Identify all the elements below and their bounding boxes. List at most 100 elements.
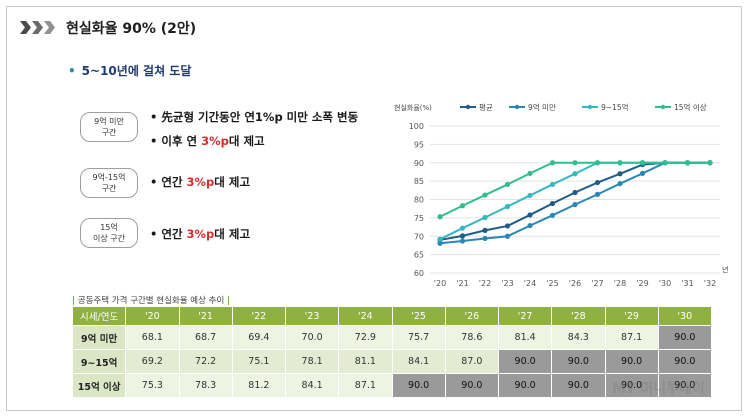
- table-header-cell: '27: [497, 306, 553, 326]
- table-header-cell: '22: [231, 306, 287, 326]
- table-cell: 72.2: [178, 349, 233, 374]
- line-text: 이후 연: [161, 134, 202, 148]
- page-title: 현실화율 90% (2안): [66, 21, 197, 37]
- bullet-dot-icon: •: [68, 64, 76, 78]
- legend-marker: [514, 104, 520, 110]
- tag-over-15: 15억 이상 구간: [80, 218, 138, 248]
- watermark: MT 머니투데이: [612, 381, 705, 397]
- data-point: [482, 214, 488, 221]
- x-tick-label: '26: [569, 279, 581, 288]
- table-header-cell: '28: [551, 306, 606, 326]
- data-point: [594, 160, 601, 166]
- table-cell: 90.0: [604, 349, 659, 374]
- table-cell: 90.0: [391, 373, 446, 398]
- y-tick-label: 75: [414, 214, 424, 223]
- table-cell: 90.0: [497, 373, 553, 398]
- table-cell: 87.1: [604, 325, 659, 350]
- table-cell: 70.0: [284, 325, 340, 350]
- tag-9-15: 9억-15억 구간: [80, 168, 138, 198]
- table-row-label: 9억 미만: [71, 325, 127, 350]
- table-cell: 68.7: [178, 325, 233, 350]
- table-cell: 75.7: [391, 325, 446, 350]
- table-cell: 78.3: [178, 373, 233, 398]
- data-point: [504, 233, 511, 239]
- legend-label: 15억 이상: [674, 102, 707, 112]
- table-header-cell: '23: [284, 306, 340, 326]
- data-point: [549, 212, 556, 218]
- data-point: [572, 202, 578, 208]
- table-cell: 75.3: [125, 373, 180, 398]
- table-cell: 90.0: [497, 349, 553, 374]
- data-point: [504, 181, 511, 188]
- legend-marker: [587, 104, 593, 110]
- x-tick-label: '28: [614, 279, 626, 288]
- table-cell: 90.0: [551, 373, 606, 398]
- table-cell: 72.9: [338, 325, 393, 350]
- legend-label: 9억 미만: [528, 103, 556, 112]
- table-row: 9억 미만 68.1 68.7 69.4 70.0 72.9 75.7 78.6 81.4 84.…: [71, 325, 713, 350]
- highlight-value: 3%p: [186, 175, 215, 189]
- table-row-label: 9~15억: [71, 349, 127, 374]
- y-tick-label: 70: [414, 232, 424, 241]
- data-point: [482, 192, 488, 198]
- data-point: [504, 203, 511, 210]
- table-cell: 81.1: [338, 349, 393, 374]
- data-point: [527, 192, 533, 199]
- data-point: [617, 181, 623, 187]
- data-point: [459, 233, 466, 239]
- table-cell: 69.2: [125, 349, 180, 374]
- x-tick-label: '24: [524, 279, 536, 288]
- x-axis-label: 년도: [722, 265, 728, 274]
- series-line: [439, 161, 710, 218]
- line-text: 연간: [161, 227, 187, 241]
- y-tick-label: 100: [409, 122, 424, 131]
- data-point: [549, 160, 556, 166]
- data-point: [549, 181, 556, 188]
- legend-marker: [660, 104, 666, 110]
- data-point: [594, 179, 601, 186]
- group1-line2: • 이후 연 3%p대 제고: [150, 134, 265, 148]
- line-chart: 60 65 70 75 80 85 90 95 100 '20 '21 '22 '23 '24 '25 '26…: [394, 102, 728, 288]
- y-tick-label: 95: [414, 140, 424, 149]
- table-header-cell: 시세/연도: [71, 306, 127, 326]
- legend-label: 9~15억: [601, 103, 629, 112]
- data-point: [459, 203, 466, 209]
- table-header-row: 시세/연도 '20'21'22'23'24'25'26'27'28'29'30: [71, 306, 713, 326]
- data-point: [459, 225, 466, 231]
- table-row-label: 15억 이상: [71, 373, 127, 398]
- data-point: [617, 171, 623, 177]
- x-tick-label: '23: [501, 279, 513, 288]
- tag-label: 9억 미만: [94, 117, 124, 126]
- y-axis-label: 현실화율(%): [394, 103, 432, 112]
- data-point: [482, 227, 488, 233]
- subtitle-text: 5~10년에 걸쳐 도달: [81, 64, 192, 78]
- data-point: [437, 240, 443, 246]
- data-table: 시세/연도 '20'21'22'23'24'25'26'27'28'29'30 9…: [71, 306, 713, 398]
- table-header-cell: '20: [125, 306, 180, 326]
- table-row: 15억 이상 75.3 78.3 81.2 84.1 87.1 90.0 90.0 90.0 90…: [71, 373, 713, 398]
- data-point: [437, 214, 443, 220]
- data-point: [617, 160, 623, 166]
- y-tick-label: 60: [414, 269, 424, 278]
- slide-frame: [6, 6, 742, 411]
- table-cell: 78.1: [284, 349, 340, 374]
- tag-label: 구간: [101, 128, 117, 137]
- table-caption-text: 공동주택 가격 구간별 현실화율 예상 추이: [77, 296, 225, 306]
- table-header-cell: '29: [604, 306, 659, 326]
- data-point: [482, 235, 488, 242]
- data-point: [527, 222, 533, 229]
- highlight-value: 3%p: [201, 134, 229, 148]
- x-tick-label: '22: [479, 279, 491, 288]
- tag-label: 구간: [101, 184, 117, 193]
- y-tick-label: 80: [414, 196, 424, 205]
- table-header-cell: '30: [657, 306, 713, 326]
- x-tick-label: '32: [704, 279, 716, 288]
- table-cell: 87.1: [338, 373, 393, 398]
- x-tick-label: '21: [456, 279, 468, 288]
- subtitle-bullet: • 5~10년에 걸쳐 도달: [68, 62, 191, 79]
- table-header-cell: '25: [391, 306, 446, 326]
- x-tick-label: '29: [636, 279, 648, 288]
- data-point: [527, 212, 533, 218]
- table-cell: 90.0: [444, 373, 500, 398]
- tag-under-9: 9억 미만 구간: [80, 112, 138, 142]
